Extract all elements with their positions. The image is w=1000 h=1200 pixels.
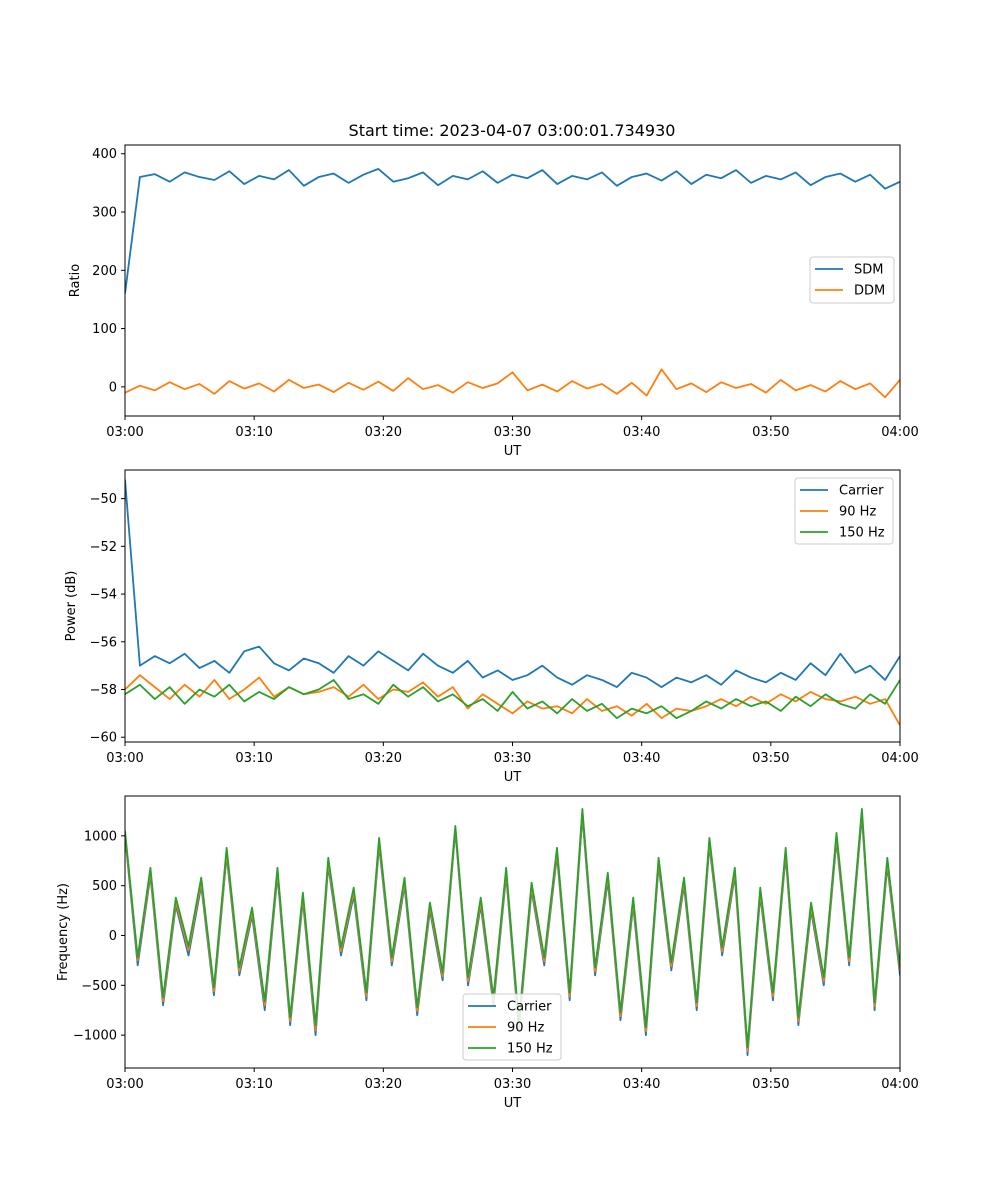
frequency-panel: 03:00 03:10 03:20 03:30 03:40 03:50 04:00 −1000…: [56, 795, 919, 1111]
x-tick-label: 03:00: [106, 1077, 143, 1092]
x-tick-label: 03:10: [235, 1077, 272, 1092]
x-tick-label: 03:40: [623, 425, 660, 440]
y-axis-label: Power (dB): [64, 571, 79, 642]
legend-box: [462, 993, 562, 1061]
series-line-sdm: [125, 167, 900, 294]
legend: Carrier 90 Hz 150 Hz: [794, 477, 894, 545]
x-tick-label: 04:00: [881, 425, 918, 440]
y-tick-label: −1000: [73, 1029, 117, 1044]
y-tick-label: −54: [90, 588, 117, 603]
legend-label: 90 Hz: [507, 1021, 544, 1036]
x-tick-label: 03:50: [752, 751, 789, 766]
x-tick-label: 03:20: [365, 1077, 402, 1092]
x-tick-label: 03:30: [494, 425, 531, 440]
y-tick-label: 1000: [84, 829, 117, 844]
x-tick-label: 04:00: [881, 1077, 918, 1092]
ratio-panel: 03:00 03:10 03:20 03:30 03:40 03:50 04:00 0 100 2…: [68, 144, 919, 459]
series-line-150-hz: [125, 808, 900, 1048]
x-tick-label: 03:40: [623, 1077, 660, 1092]
series-line-150-hz: [125, 679, 900, 720]
y-axis-label: Ratio: [68, 264, 83, 297]
legend-label: DDM: [854, 284, 885, 299]
legend-label: 90 Hz: [839, 505, 876, 520]
power-panel: 03:00 03:10 03:20 03:30 03:40 03:50 04:00 −60 −5…: [64, 469, 919, 785]
legend: SDM DDM: [809, 256, 895, 304]
y-tick-label: 0: [109, 380, 117, 395]
y-tick-label: −58: [90, 683, 117, 698]
y-tick-label: 300: [92, 206, 117, 221]
legend-box: [794, 477, 894, 545]
x-tick-label: 03:10: [235, 751, 272, 766]
x-axis-label: UT: [504, 770, 522, 785]
figure-title: Start time: 2023-04-07 03:00:01.734930: [349, 121, 676, 140]
x-tick-label: 03:00: [106, 425, 143, 440]
y-tick-label: −56: [90, 635, 117, 650]
series-line-90-hz: [125, 674, 900, 726]
legend-label: SDM: [854, 263, 883, 278]
y-tick-label: −500: [81, 979, 117, 994]
x-tick-label: 03:30: [494, 1077, 531, 1092]
y-tick-label: 200: [92, 264, 117, 279]
legend-label: Carrier: [839, 484, 884, 499]
x-tick-label: 03:20: [365, 425, 402, 440]
y-tick-label: −60: [90, 731, 117, 746]
x-tick-label: 03:10: [235, 425, 272, 440]
y-tick-label: 400: [92, 147, 117, 162]
series-line-carrier: [125, 479, 900, 689]
x-axis-label: UT: [504, 444, 522, 459]
x-tick-label: 03:50: [752, 425, 789, 440]
x-axis-label: UT: [504, 1096, 522, 1111]
x-tick-label: 03:30: [494, 751, 531, 766]
legend: Carrier 90 Hz 150 Hz: [462, 993, 562, 1061]
y-tick-label: 500: [92, 879, 117, 894]
x-tick-label: 03:50: [752, 1077, 789, 1092]
series-line-ddm: [125, 368, 900, 399]
legend-label: 150 Hz: [839, 526, 885, 541]
y-tick-label: −50: [90, 492, 117, 507]
y-tick-label: −52: [90, 540, 117, 555]
legend-label: Carrier: [507, 1000, 552, 1015]
x-tick-label: 03:20: [365, 751, 402, 766]
x-tick-label: 03:40: [623, 751, 660, 766]
legend-label: 150 Hz: [507, 1042, 553, 1057]
y-tick-label: 0: [109, 929, 117, 944]
x-tick-label: 03:00: [106, 751, 143, 766]
y-axis-label: Frequency (Hz): [56, 883, 71, 981]
y-tick-label: 100: [92, 322, 117, 337]
x-tick-label: 04:00: [881, 751, 918, 766]
